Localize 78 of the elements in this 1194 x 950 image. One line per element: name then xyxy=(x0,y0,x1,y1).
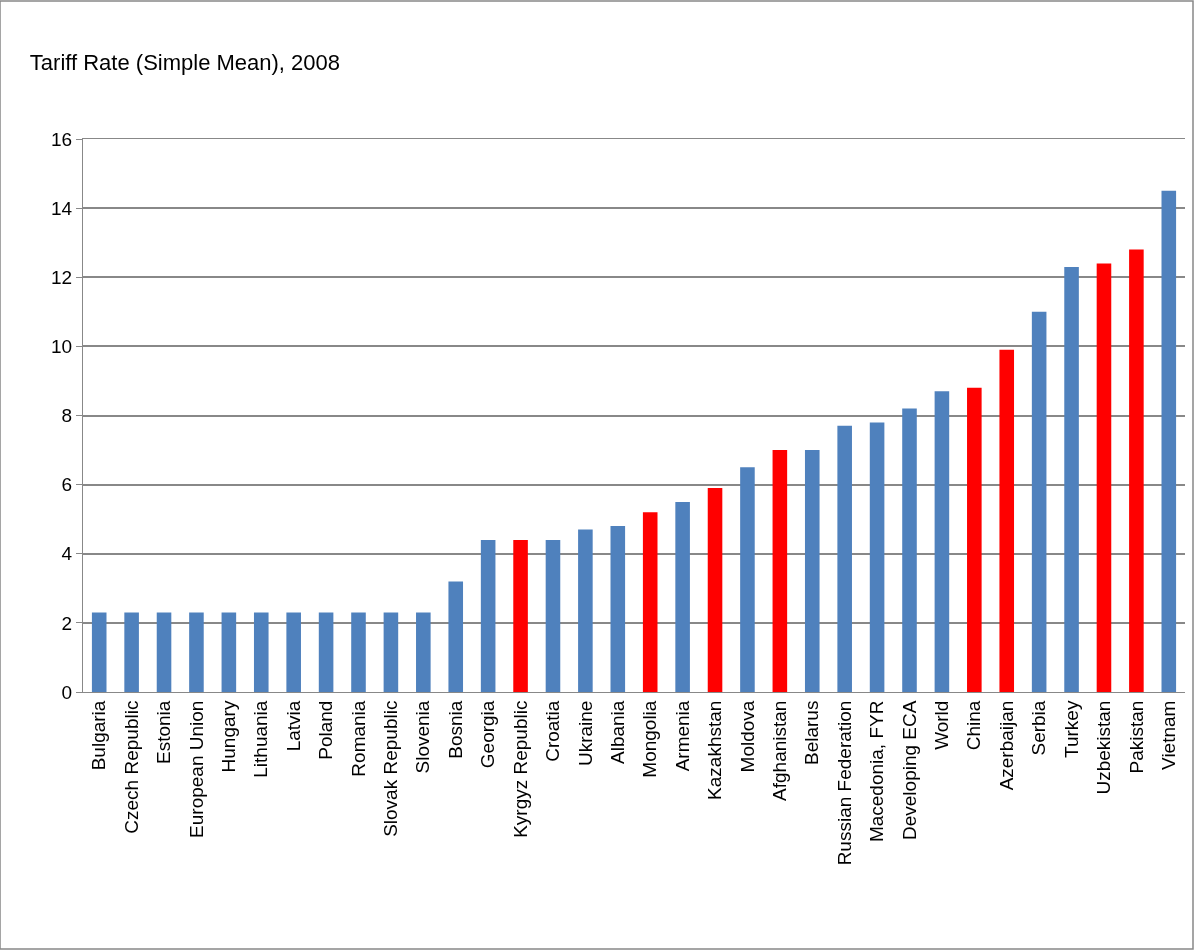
bar xyxy=(383,612,399,692)
bar xyxy=(740,467,755,692)
x-tick-label: Ukraine xyxy=(574,700,596,767)
x-tick-label: China xyxy=(963,700,985,751)
bar xyxy=(545,539,561,692)
bar xyxy=(221,612,237,692)
x-tick-label: Kazakhstan xyxy=(704,700,726,800)
x-tick-label: European Union xyxy=(185,700,207,838)
bar xyxy=(999,349,1015,692)
bar xyxy=(416,612,431,692)
x-tick-label: World xyxy=(931,700,953,750)
bar xyxy=(578,529,593,692)
x-tick-label: Latvia xyxy=(282,700,304,752)
x-tick-label: Czech Republic xyxy=(120,700,142,834)
bar xyxy=(675,501,690,692)
y-tick-label: 4 xyxy=(61,543,73,565)
bar xyxy=(1096,263,1112,692)
x-tick-label: Albania xyxy=(606,700,628,764)
y-tick-label: 12 xyxy=(51,266,73,288)
x-tick-label: Armenia xyxy=(671,700,693,772)
bar xyxy=(837,425,852,692)
y-tick-label: 6 xyxy=(61,474,73,496)
y-tick-label: 16 xyxy=(51,128,73,150)
bar xyxy=(642,512,658,692)
x-tick-label: Bosnia xyxy=(444,700,466,759)
bar xyxy=(156,612,172,692)
x-tick-label: Lithuania xyxy=(250,700,272,778)
x-tick-label: Bulgaria xyxy=(88,700,110,771)
bar xyxy=(318,612,334,692)
x-tick-label: Turkey xyxy=(1060,700,1082,758)
x-tick-label: Romania xyxy=(347,700,369,777)
bar xyxy=(1031,311,1047,692)
y-tick-label: 2 xyxy=(61,612,73,634)
chart-title: Tariff Rate (Simple Mean), 2008 xyxy=(29,49,341,75)
y-tick-label: 8 xyxy=(61,405,73,427)
y-tick-label: 10 xyxy=(51,336,73,358)
bar xyxy=(1064,266,1079,692)
x-tick-label: Russian Federation xyxy=(833,700,855,866)
bar xyxy=(804,450,820,692)
x-tick-label: Uzbekistan xyxy=(1093,700,1115,795)
x-tick-label: Poland xyxy=(315,700,337,760)
bar xyxy=(902,408,917,692)
bar xyxy=(286,612,301,692)
bar xyxy=(189,612,204,692)
x-tick-label: Estonia xyxy=(153,700,175,764)
x-tick-label: Croatia xyxy=(542,700,564,762)
x-tick-label: Slovak Republic xyxy=(380,700,402,837)
bar xyxy=(610,526,626,692)
x-tick-label: Mongolia xyxy=(639,700,661,778)
bar xyxy=(124,612,139,692)
bar xyxy=(772,450,788,692)
y-tick-label: 14 xyxy=(51,197,73,219)
bar xyxy=(869,422,885,692)
x-tick-label: Georgia xyxy=(477,700,499,769)
bar xyxy=(967,387,982,692)
x-tick-label: Afghanistan xyxy=(769,700,791,801)
bar xyxy=(480,539,496,692)
bar xyxy=(513,539,528,692)
x-tick-label: Serbia xyxy=(1028,700,1050,756)
bar xyxy=(1129,249,1144,692)
bar xyxy=(91,612,107,692)
x-tick-label: Kyrgyz Republic xyxy=(509,700,531,838)
x-tick-label: Hungary xyxy=(218,700,240,773)
bar xyxy=(253,612,269,692)
y-tick-label: 0 xyxy=(61,681,73,703)
bar xyxy=(448,581,464,692)
bar xyxy=(351,612,366,692)
bar xyxy=(934,391,950,692)
x-tick-label: Macedonia, FYR xyxy=(866,700,888,843)
x-tick-label: Belarus xyxy=(801,700,823,766)
x-tick-label: Developing ECA xyxy=(898,700,920,841)
bar xyxy=(707,488,723,692)
x-tick-label: Vietnam xyxy=(1157,700,1179,770)
x-tick-label: Moldova xyxy=(736,700,758,773)
x-tick-label: Slovenia xyxy=(412,700,434,774)
bar xyxy=(1161,190,1177,692)
x-tick-label: Pakistan xyxy=(1125,700,1147,774)
x-tick-label: Azerbaijan xyxy=(995,700,1017,791)
